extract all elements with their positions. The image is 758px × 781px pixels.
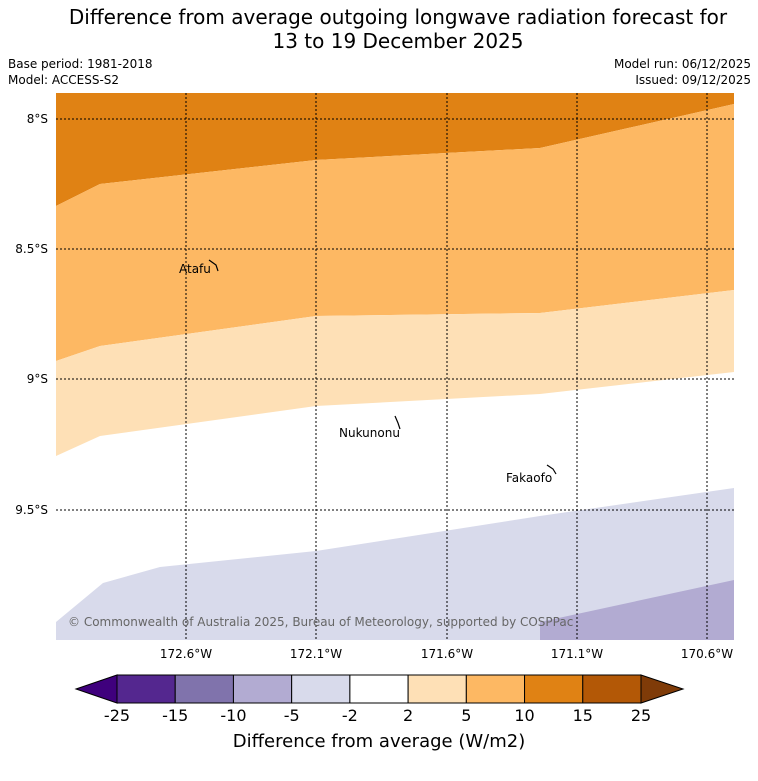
map-title: Difference from average outgoing longwav…: [0, 5, 758, 53]
colorbar-swatch: [524, 674, 584, 704]
colorbar-tick-label: -25: [104, 706, 130, 725]
base-period: Base period: 1981-2018: [8, 57, 153, 71]
atafu-island-outline: [208, 259, 219, 272]
place-nukunonu: Nukunonu: [339, 426, 400, 440]
colorbar-swatch: [232, 674, 293, 704]
colorbar-tick-label: -5: [284, 706, 300, 725]
lon-axis-labels: 172.6°W 172.1°W 171.6°W 171.1°W 170.6°W: [160, 647, 733, 661]
model-run: Model run: 06/12/2025: [613, 57, 751, 71]
colorbar-swatch: [349, 674, 409, 704]
colorbar-tick-label: 25: [631, 706, 651, 725]
lon-label-171-6w: 171.6°W: [421, 647, 473, 661]
colorbar-title: Difference from average (W/m2): [233, 731, 525, 752]
lat-label-8s: 8°S: [27, 112, 48, 126]
title-line-2: 13 to 19 December 2025: [272, 29, 524, 53]
gridlines: [56, 93, 734, 640]
islands: [208, 259, 557, 475]
colorbar-swatch: [174, 674, 234, 704]
colorbar-tick-label: 10: [514, 706, 534, 725]
band-minus2-2: [56, 290, 734, 456]
band-5-10: [56, 93, 734, 206]
lon-label-172-1w: 172.1°W: [290, 647, 342, 661]
colorbar-swatch: [407, 674, 467, 704]
place-fakaofo: Fakaofo: [506, 471, 552, 485]
meta-right: Model run: 06/12/2025 Issued: 09/12/2025: [614, 56, 751, 88]
lon-label-171-1w: 171.1°W: [551, 647, 603, 661]
map-panel: Atafu Nukunonu Fakaofo © Commonwealth of…: [56, 93, 734, 640]
lat-label-9-5s: 9.5°S: [15, 503, 48, 517]
colorbar-tick-label: -15: [162, 706, 188, 725]
lat-label-9s: 9°S: [27, 372, 48, 386]
meta-left: Base period: 1981-2018 Model: ACCESS-S2: [8, 56, 153, 88]
colorbar-tick-label: 5: [461, 706, 471, 725]
title-line-1: Difference from average outgoing longwav…: [68, 5, 728, 29]
band-2-5: [56, 104, 734, 361]
colorbar-tick-label: 2: [403, 706, 413, 725]
colorbar-swatch: [291, 674, 351, 704]
fakaofo-island-outline: [546, 464, 557, 475]
colorbar-tick-label: 15: [573, 706, 593, 725]
place-atafu: Atafu: [179, 262, 211, 276]
colorbar: -25 -15 -10 -5 -2 2 5 10 15 25: [74, 674, 685, 725]
nukunonu-island-outline: [394, 415, 401, 430]
colorbar-swatch: [465, 674, 526, 704]
colorbar-tick-label: -10: [220, 706, 246, 725]
band-minus10-minus5: [540, 580, 734, 640]
copyright-notice: © Commonwealth of Australia 2025, Bureau…: [68, 615, 573, 629]
colorbar-extend-low: [74, 674, 118, 704]
colorbar-tick-label: -2: [342, 706, 358, 725]
colorbar-extend-high: [640, 674, 685, 704]
lat-axis-labels: 8°S 8.5°S 9°S 9.5°S: [15, 112, 48, 517]
issued-date: Issued: 09/12/2025: [635, 73, 751, 87]
lon-label-172-6w: 172.6°W: [160, 647, 212, 661]
colorbar-swatch: [116, 674, 176, 704]
band-minus5-minus2: [56, 488, 734, 640]
colorbar-swatch: [582, 674, 642, 704]
lat-label-8-5s: 8.5°S: [15, 242, 48, 256]
model-name: Model: ACCESS-S2: [8, 73, 120, 87]
lon-label-170-6w: 170.6°W: [681, 647, 733, 661]
